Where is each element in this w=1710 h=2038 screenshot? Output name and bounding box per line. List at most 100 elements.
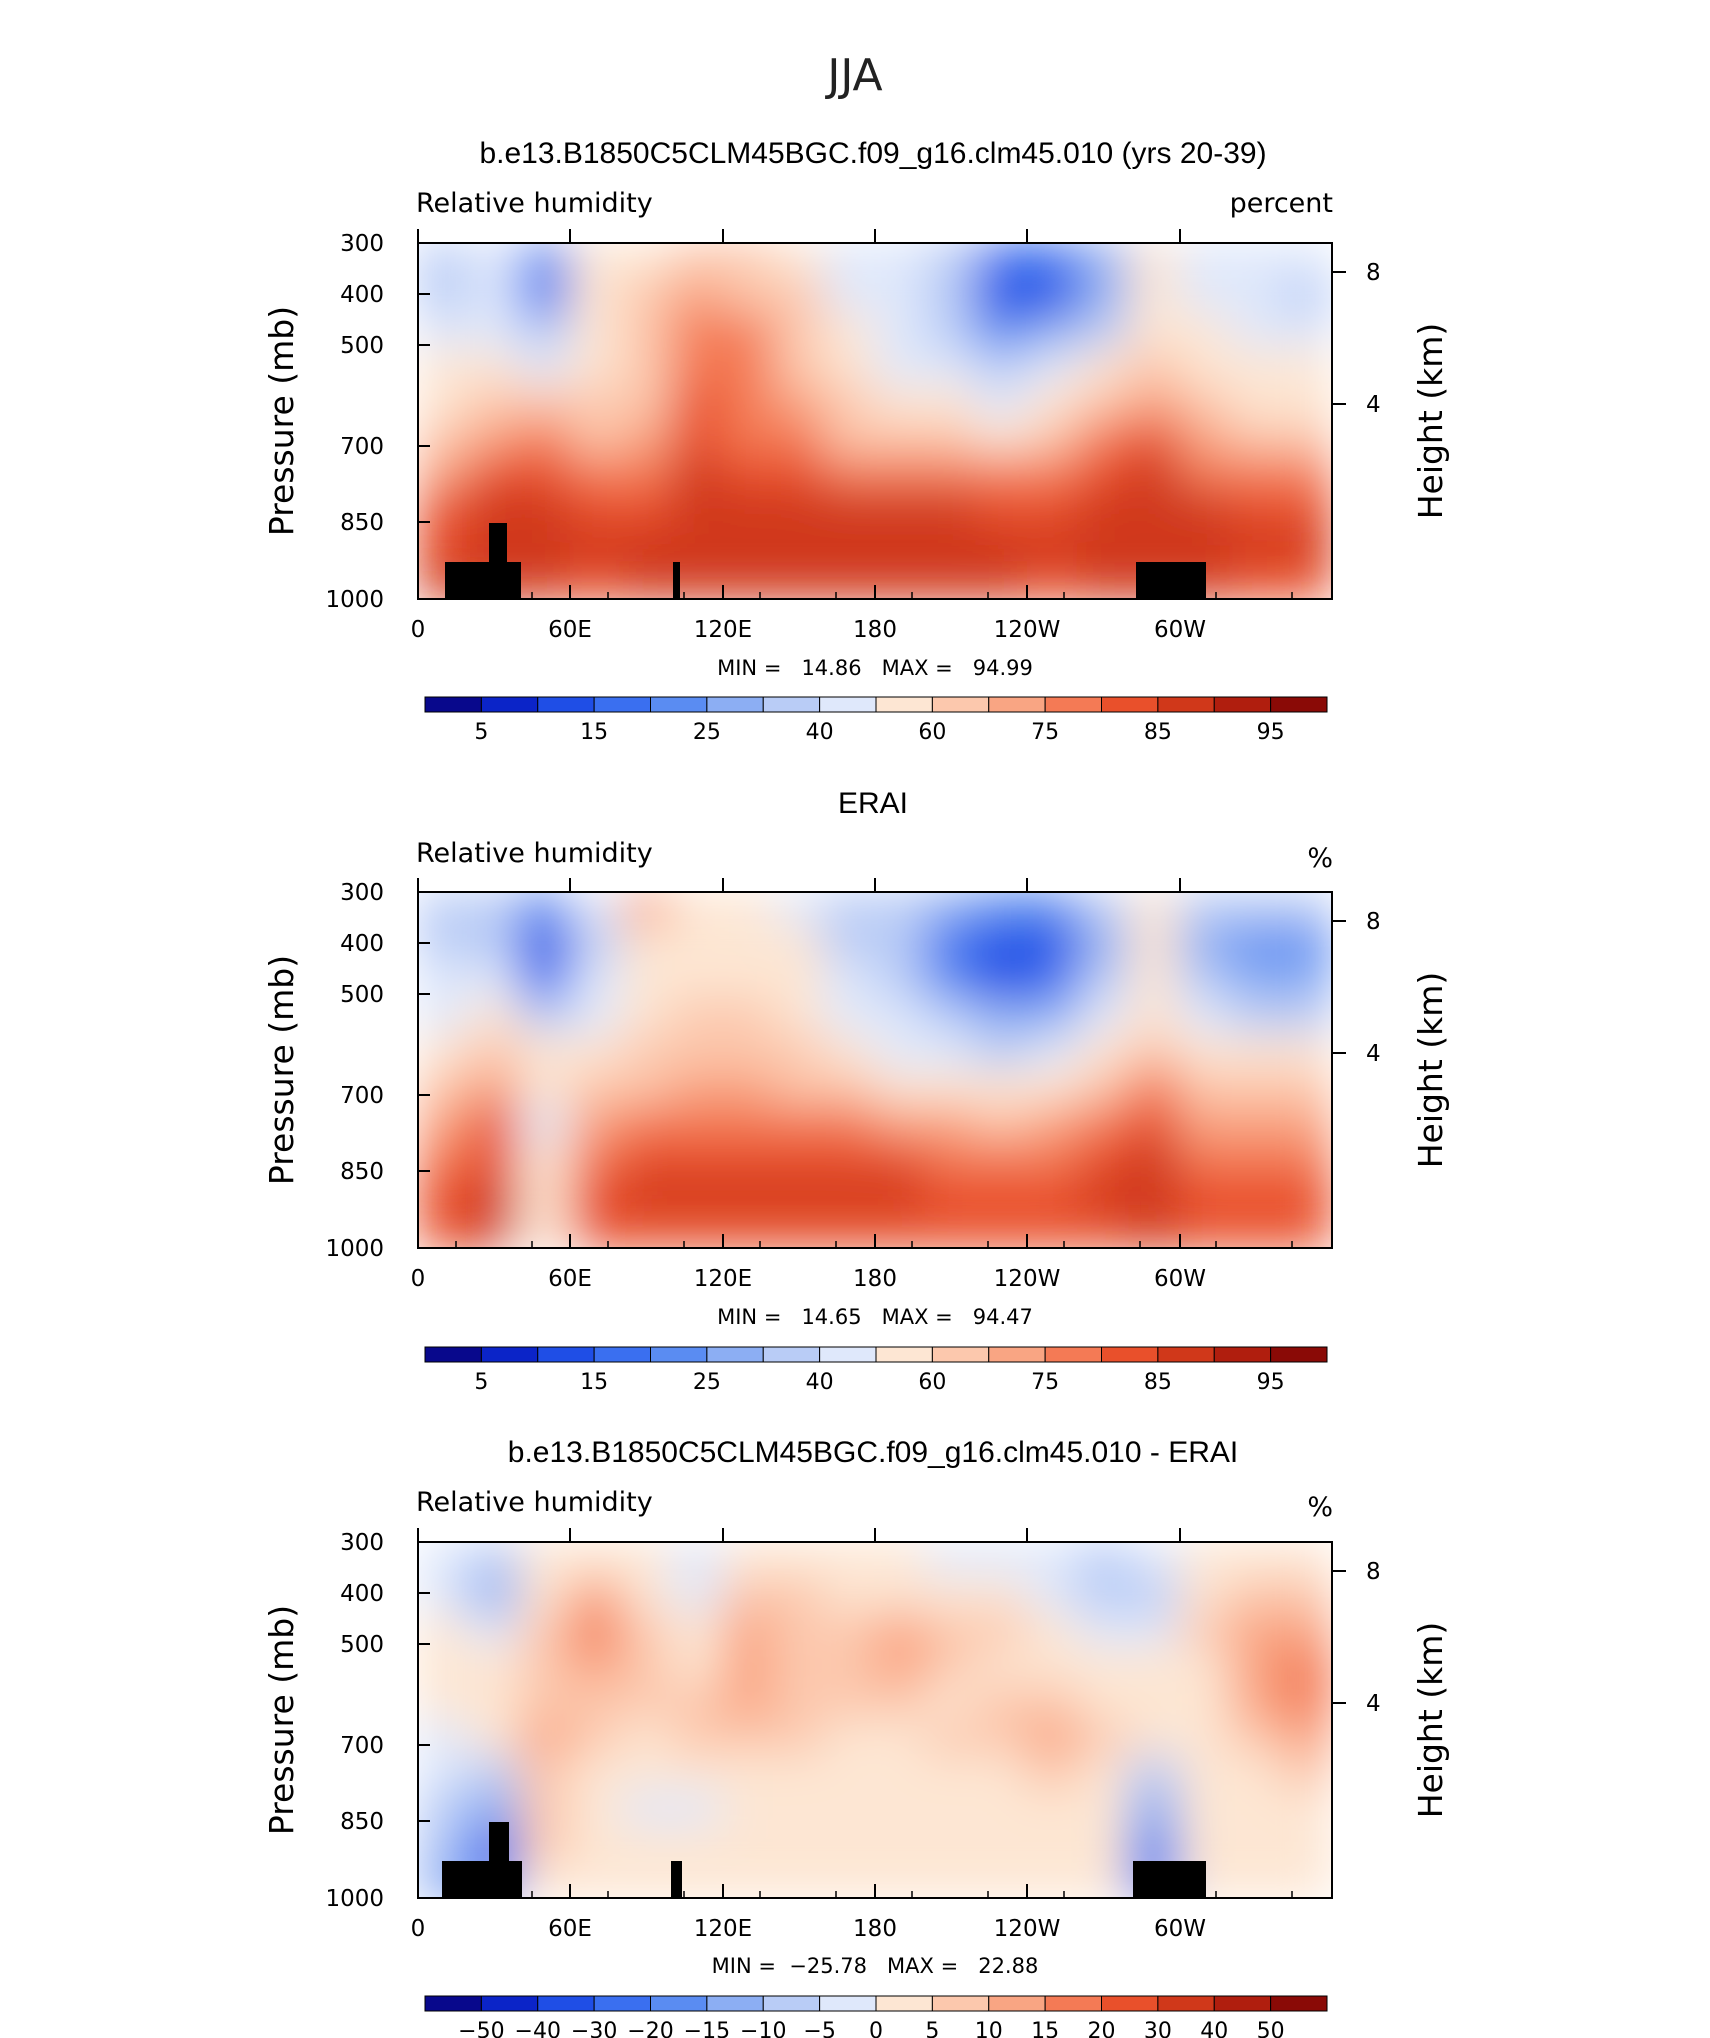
field-cell — [1280, 1861, 1332, 1898]
field-cell — [874, 277, 927, 316]
field-cell — [772, 1104, 826, 1143]
panel-title: b.e13.B1850C5CLM45BGC.f09_g16.clm45.010 … — [479, 137, 1266, 170]
field-cell — [1229, 526, 1283, 565]
field-cell — [823, 1576, 876, 1615]
colorbar-label: −15 — [684, 2019, 730, 2038]
field-cell — [874, 384, 927, 422]
field-cell — [1026, 1175, 1080, 1214]
field-cell — [874, 1175, 927, 1214]
field-cell — [874, 1825, 927, 1864]
field-cell — [823, 1612, 876, 1650]
colorbar-label: 10 — [975, 2019, 1003, 2038]
field-cell — [1077, 997, 1130, 1036]
y-tick-label: 300 — [340, 880, 384, 906]
field-cell — [1178, 962, 1232, 1000]
field-cell — [467, 455, 521, 494]
field-cell — [670, 1719, 724, 1757]
field-cell — [1280, 348, 1332, 387]
y-tick-label: 500 — [340, 982, 384, 1008]
field-cell — [772, 1647, 826, 1686]
field-cell — [1229, 1104, 1283, 1143]
field-cell — [670, 348, 724, 387]
colorbar-swatch — [706, 1346, 764, 1363]
field-cell — [467, 1104, 521, 1143]
field-cell — [1229, 1647, 1283, 1686]
field-cell — [975, 348, 1029, 387]
field-cell — [1026, 1104, 1080, 1143]
field-cell — [1077, 1175, 1130, 1214]
field-cell — [721, 1211, 775, 1248]
y-axis-label: Pressure (mb) — [262, 955, 301, 1185]
field-cell — [975, 420, 1029, 458]
colorbar-label: 50 — [1257, 2019, 1285, 2038]
field-cell — [1077, 1576, 1130, 1615]
colorbar-swatch — [1101, 696, 1159, 713]
field-cell — [467, 997, 521, 1036]
x-tick-label: 60E — [548, 1916, 592, 1942]
field-cell — [772, 1211, 826, 1248]
field-cell — [620, 1104, 673, 1143]
field-cell — [1229, 1790, 1283, 1828]
field-cell — [823, 1861, 876, 1898]
field-cell — [1127, 348, 1181, 387]
field-cell — [1026, 962, 1080, 1000]
colorbar-swatch — [1044, 1995, 1103, 2012]
field-cell — [823, 313, 876, 351]
field-cell — [975, 1140, 1029, 1178]
field-cell — [823, 277, 876, 316]
colorbar-swatch — [480, 1346, 539, 1363]
field-cell — [569, 1576, 623, 1615]
field-cell — [467, 1754, 521, 1793]
field-cell — [620, 1211, 673, 1248]
field-cell — [1178, 1104, 1232, 1143]
field-cell — [620, 1719, 673, 1757]
field-cell — [418, 277, 470, 316]
colorbar-swatch — [1270, 1995, 1328, 2012]
field-cell — [874, 1861, 927, 1898]
field-cell — [1127, 420, 1181, 458]
y-tick-label: 1000 — [325, 1236, 384, 1262]
field-cell — [569, 243, 623, 280]
field-cell — [1127, 1542, 1181, 1579]
field-cell — [670, 1576, 724, 1615]
field-cell — [467, 420, 521, 458]
field-cell — [1178, 997, 1232, 1036]
field-cell — [1280, 1211, 1332, 1248]
field-cell — [823, 1754, 876, 1793]
field-cell — [1077, 1542, 1130, 1579]
colorbar-swatch — [819, 1346, 877, 1363]
colorbar-swatch — [988, 696, 1046, 713]
field-cell — [1178, 1211, 1232, 1248]
colorbar-label: −30 — [571, 2019, 617, 2038]
field-cell — [721, 1104, 775, 1143]
colorbar-label: 0 — [869, 2019, 883, 2038]
field-cell — [924, 348, 978, 387]
field-cell — [975, 1825, 1029, 1864]
y-axis-right-label: Height (km) — [1411, 323, 1450, 520]
field-cell — [569, 1861, 623, 1898]
field-cell — [670, 1542, 724, 1579]
field-cell — [1026, 1033, 1080, 1071]
field-cell — [518, 1719, 572, 1757]
field-cell — [975, 892, 1029, 929]
field-cell — [1077, 1825, 1130, 1864]
field-cell — [518, 455, 572, 494]
field-cell — [721, 1576, 775, 1615]
field-cell — [569, 491, 623, 529]
field-cell — [1229, 892, 1283, 929]
field-cell — [874, 455, 927, 494]
field-cell — [874, 1647, 927, 1686]
right-tick-label: 8 — [1366, 1559, 1381, 1585]
field-cell — [1026, 313, 1080, 351]
field-cell — [1280, 1825, 1332, 1864]
colorbar-swatch — [1044, 1346, 1103, 1363]
colorbar-label: 95 — [1257, 720, 1285, 745]
field-cell — [1280, 313, 1332, 351]
field-cell — [418, 1719, 470, 1757]
field-cell — [874, 997, 927, 1036]
field-cell — [975, 1211, 1029, 1248]
field-cell — [721, 1033, 775, 1071]
field-cell — [721, 277, 775, 316]
field-cell — [823, 348, 876, 387]
field-cell — [823, 1719, 876, 1757]
